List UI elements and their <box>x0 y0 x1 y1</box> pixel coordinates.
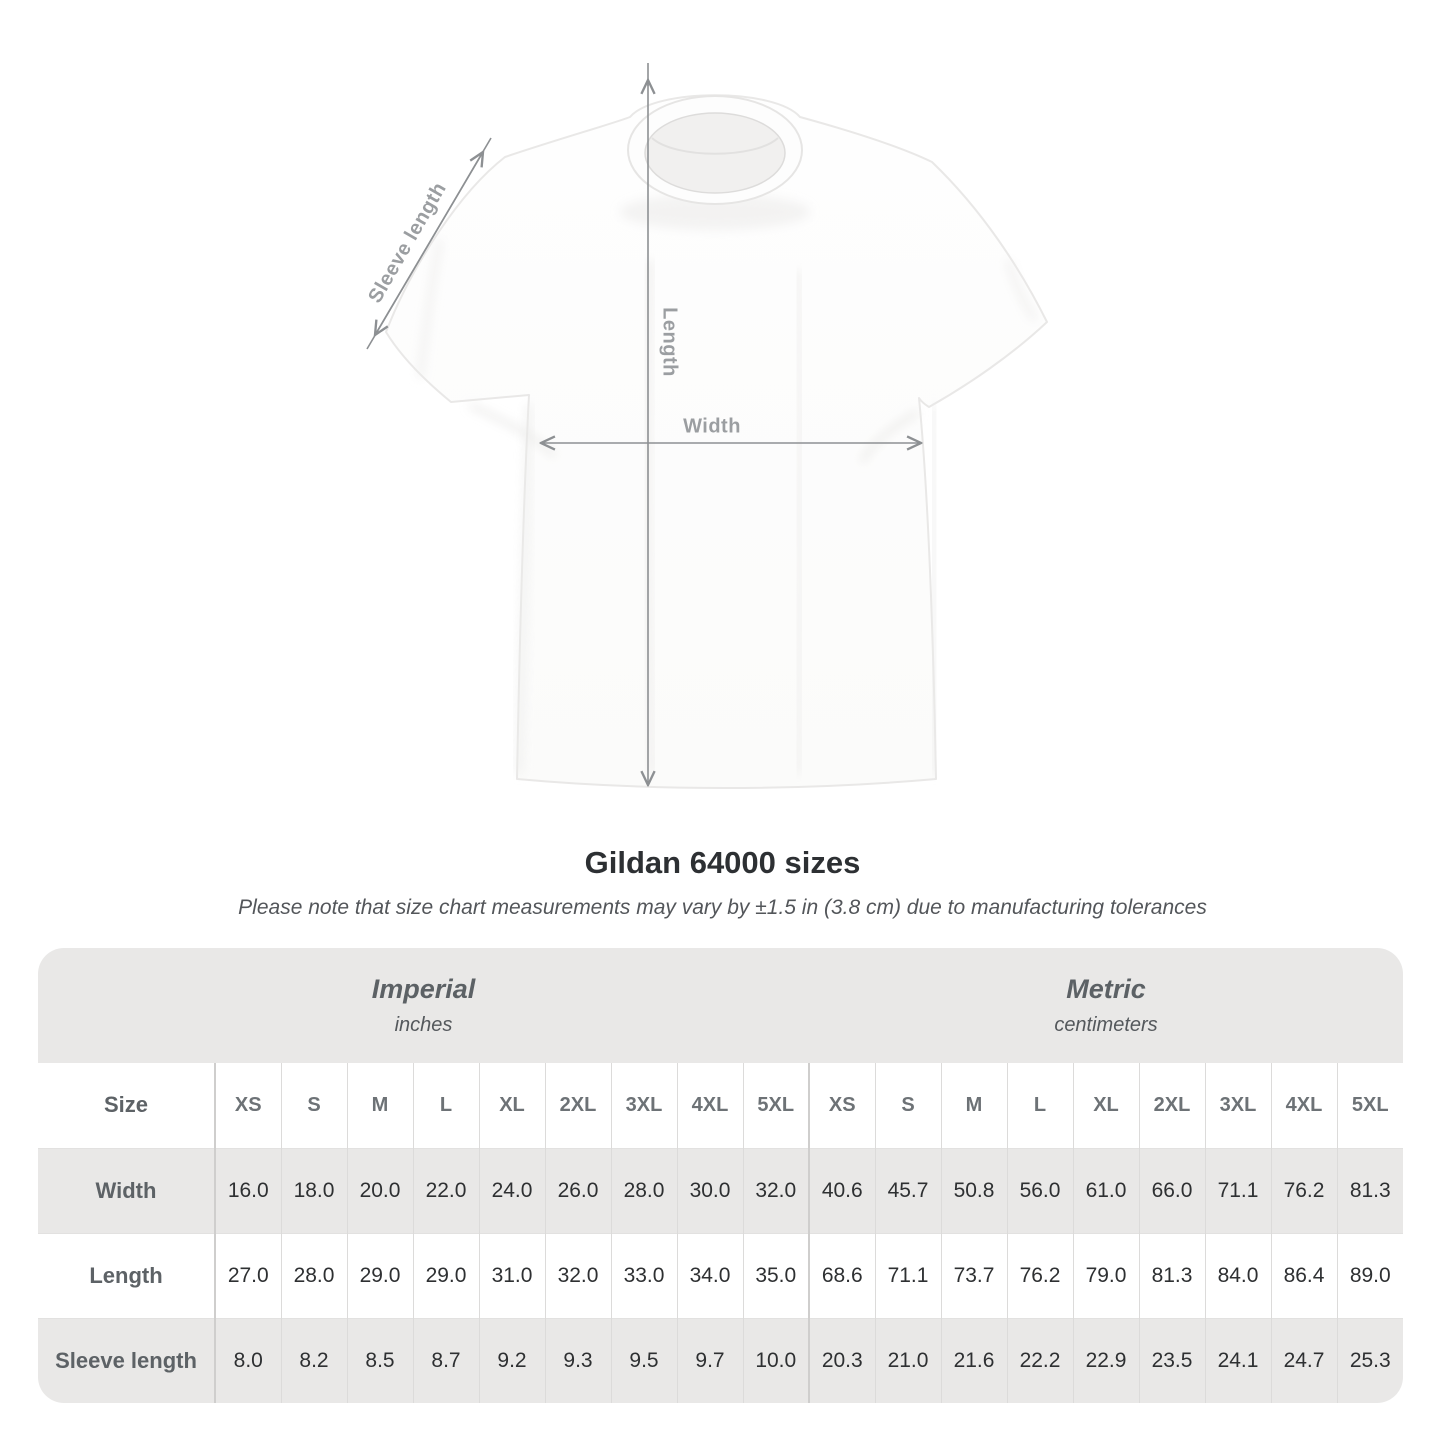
width-value-cell: 22.0 <box>412 1147 479 1233</box>
sleeve-value-cell: 23.5 <box>1138 1317 1205 1403</box>
sleeve-value-cell: 9.2 <box>478 1317 545 1403</box>
length-value-cell: 33.0 <box>610 1232 677 1318</box>
imperial-group-header: Imperial inches <box>38 948 809 1063</box>
sleeve-value-cell: 25.3 <box>1336 1317 1403 1403</box>
sleeve-value-cell: 8.0 <box>214 1317 281 1403</box>
size-col-header: XS <box>808 1063 875 1148</box>
imperial-group-unit: inches <box>394 1014 453 1036</box>
length-value-cell: 31.0 <box>478 1232 545 1318</box>
page-title: Gildan 64000 sizes <box>584 845 861 880</box>
length-value-cell: 68.6 <box>808 1232 875 1318</box>
width-row-label: Width <box>38 1147 215 1233</box>
width-value-cell: 18.0 <box>280 1147 347 1233</box>
length-value-cell: 76.2 <box>1006 1232 1073 1318</box>
size-col-header: 3XL <box>1204 1063 1271 1148</box>
length-value-cell: 81.3 <box>1138 1232 1205 1318</box>
width-value-cell: 81.3 <box>1336 1147 1403 1233</box>
size-corner-label: Size <box>103 1092 149 1118</box>
length-value-cell: 29.0 <box>412 1232 479 1318</box>
size-col-header: L <box>1006 1063 1073 1148</box>
unit-group-row: Imperial inches Metric centimeters <box>38 948 1403 1063</box>
width-value-cell: 32.0 <box>742 1147 809 1233</box>
metric-group-title: Metric <box>1066 974 1146 1004</box>
sleeve-value-cell: 21.6 <box>940 1317 1007 1403</box>
width-value-cell: 24.0 <box>478 1147 545 1233</box>
size-col-header: 5XL <box>742 1063 809 1148</box>
sleeve-value-cell: 22.9 <box>1072 1317 1139 1403</box>
length-annotation: Length <box>658 307 681 377</box>
size-col-header: 5XL <box>1336 1063 1403 1148</box>
sleeve-value-cell: 24.7 <box>1270 1317 1337 1403</box>
metric-group-unit: centimeters <box>1054 1014 1158 1036</box>
imperial-group-title: Imperial <box>371 974 476 1004</box>
sleeve-value-cell: 22.2 <box>1006 1317 1073 1403</box>
dimension-arrows <box>366 63 921 785</box>
sleeve-value-cell: 21.0 <box>874 1317 941 1403</box>
sleeve-length-row: Sleeve length 8.0 8.2 8.5 8.7 9.2 9.3 9.… <box>38 1317 1403 1403</box>
size-col-header: M <box>940 1063 1007 1148</box>
sleeve-value-cell: 8.2 <box>280 1317 347 1403</box>
sleeve-value-cell: 9.3 <box>544 1317 611 1403</box>
size-col-header: 3XL <box>610 1063 677 1148</box>
width-value-cell: 20.0 <box>346 1147 413 1233</box>
size-chart-table: Imperial inches Metric centimeters Size … <box>38 948 1403 1403</box>
width-row: Width 16.0 18.0 20.0 22.0 24.0 26.0 28.0… <box>38 1147 1403 1233</box>
width-value-cell: 56.0 <box>1006 1147 1073 1233</box>
length-value-cell: 35.0 <box>742 1232 809 1318</box>
tshirt-measurement-figure <box>320 60 1080 840</box>
sleeve-arrow <box>375 152 483 335</box>
width-value-cell: 66.0 <box>1138 1147 1205 1233</box>
tshirt-illustration <box>366 63 1048 789</box>
width-value-cell: 16.0 <box>214 1147 281 1233</box>
length-value-cell: 28.0 <box>280 1232 347 1318</box>
size-col-header: XS <box>214 1063 281 1148</box>
width-value-cell: 26.0 <box>544 1147 611 1233</box>
sleeve-value-cell: 20.3 <box>808 1317 875 1403</box>
size-col-header: 2XL <box>544 1063 611 1148</box>
tolerance-note: Please note that size chart measurements… <box>238 896 1207 919</box>
length-row-label: Length <box>38 1232 215 1318</box>
size-col-header: 2XL <box>1138 1063 1205 1148</box>
length-value-cell: 89.0 <box>1336 1232 1403 1318</box>
width-value-cell: 30.0 <box>676 1147 743 1233</box>
sleeve-value-cell: 10.0 <box>742 1317 809 1403</box>
size-col-header: 4XL <box>676 1063 743 1148</box>
width-value-cell: 50.8 <box>940 1147 1007 1233</box>
sleeve-value-cell: 8.5 <box>346 1317 413 1403</box>
length-value-cell: 34.0 <box>676 1232 743 1318</box>
size-col-header: S <box>280 1063 347 1148</box>
length-value-cell: 79.0 <box>1072 1232 1139 1318</box>
length-value-cell: 84.0 <box>1204 1232 1271 1318</box>
size-header-row: Size XS S M L XL 2XL 3XL 4XL 5XL XS S M … <box>38 1063 1403 1148</box>
length-value-cell: 29.0 <box>346 1232 413 1318</box>
sleeve-value-cell: 9.5 <box>610 1317 677 1403</box>
length-value-cell: 73.7 <box>940 1232 1007 1318</box>
length-value-cell: 27.0 <box>214 1232 281 1318</box>
length-value-cell: 71.1 <box>874 1232 941 1318</box>
length-value-cell: 86.4 <box>1270 1232 1337 1318</box>
sleeve-row-label: Sleeve length <box>38 1317 215 1403</box>
sleeve-value-cell: 8.7 <box>412 1317 479 1403</box>
width-value-cell: 45.7 <box>874 1147 941 1233</box>
width-annotation: Width <box>683 415 741 438</box>
size-col-header: 4XL <box>1270 1063 1337 1148</box>
size-col-header: XL <box>478 1063 545 1148</box>
sleeve-value-cell: 24.1 <box>1204 1317 1271 1403</box>
size-col-header: XL <box>1072 1063 1139 1148</box>
width-value-cell: 71.1 <box>1204 1147 1271 1233</box>
width-value-cell: 61.0 <box>1072 1147 1139 1233</box>
width-value-cell: 76.2 <box>1270 1147 1337 1233</box>
sleeve-value-cell: 9.7 <box>676 1317 743 1403</box>
width-value-cell: 28.0 <box>610 1147 677 1233</box>
length-value-cell: 32.0 <box>544 1232 611 1318</box>
length-row: Length 27.0 28.0 29.0 29.0 31.0 32.0 33.… <box>38 1232 1403 1318</box>
width-value-cell: 40.6 <box>808 1147 875 1233</box>
size-col-header: L <box>412 1063 479 1148</box>
metric-group-header: Metric centimeters <box>809 948 1403 1063</box>
size-col-header: S <box>874 1063 941 1148</box>
size-col-header: M <box>346 1063 413 1148</box>
